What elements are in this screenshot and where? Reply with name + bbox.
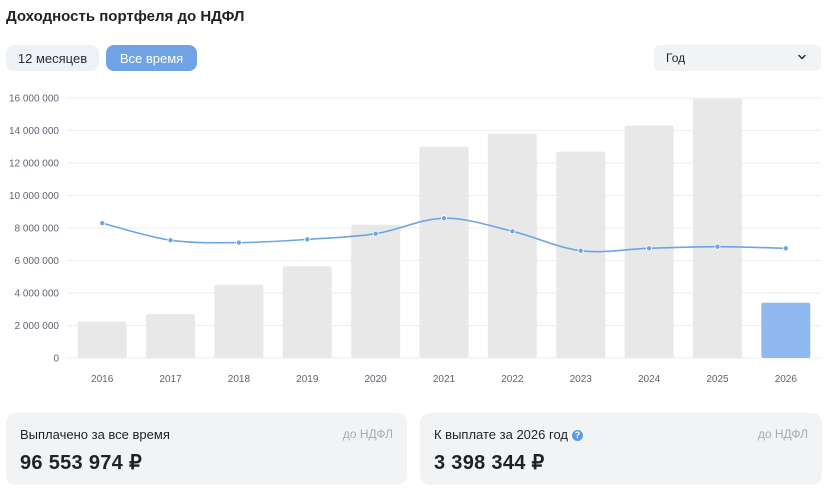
bar	[419, 146, 469, 358]
y-tick-label: 2 000 000	[15, 321, 60, 332]
bar	[351, 224, 401, 358]
upcoming-payout-label: К выплате за 2026 год	[434, 427, 568, 442]
y-tick-label: 10 000 000	[9, 191, 59, 202]
bar	[146, 314, 196, 358]
y-tick-label: 14 000 000	[9, 126, 59, 137]
x-tick-label: 2024	[638, 374, 661, 385]
x-tick-label: 2022	[501, 374, 524, 385]
bar	[692, 98, 742, 358]
x-tick-label: 2025	[706, 374, 729, 385]
bar	[487, 133, 537, 358]
bar	[761, 302, 811, 358]
page-title: Доходность портфеля до НДФЛ	[6, 8, 245, 25]
line-point	[646, 245, 653, 252]
bar	[214, 284, 264, 358]
upcoming-payout-value: 3 398 344 ₽	[434, 452, 545, 474]
y-tick-label: 6 000 000	[15, 256, 60, 267]
x-tick-label: 2018	[228, 374, 251, 385]
x-tick-label: 2026	[775, 374, 798, 385]
line-point	[577, 247, 584, 254]
x-tick-label: 2021	[433, 374, 456, 385]
yield-chart: 0 2 000 000 4 000 000 6 000 000 8 000 000 10 …	[9, 94, 820, 385]
y-tick-label: 0	[53, 354, 59, 365]
tab-all-time[interactable]: Все время	[106, 45, 197, 71]
line-point	[372, 230, 379, 237]
line-point	[782, 245, 789, 252]
x-tick-label: 2020	[365, 374, 388, 385]
upcoming-payout-card: К выплате за 2026 год? до НДФЛ 3 398 344…	[420, 413, 822, 485]
x-tick-label: 2019	[296, 374, 319, 385]
paid-total-note: до НДФЛ	[342, 427, 393, 441]
y-tick-label: 16 000 000	[9, 94, 59, 105]
upcoming-payout-note: до НДФЛ	[757, 427, 808, 441]
bar	[556, 151, 606, 358]
line-point	[99, 220, 106, 227]
line-point	[440, 215, 447, 222]
x-tick-label: 2016	[91, 374, 114, 385]
x-tick-label: 2023	[570, 374, 593, 385]
paid-total-value: 96 553 974 ₽	[20, 452, 142, 474]
y-tick-label: 4 000 000	[15, 289, 60, 300]
group-by-select[interactable]: Год	[654, 45, 821, 71]
y-tick-label: 8 000 000	[15, 224, 60, 235]
upcoming-payout-label-wrap: К выплате за 2026 год?	[434, 427, 583, 442]
y-tick-label: 12 000 000	[9, 159, 59, 170]
line-point	[714, 243, 721, 250]
help-icon[interactable]: ?	[571, 430, 583, 441]
bar	[624, 125, 674, 358]
line-point	[304, 236, 311, 243]
group-by-value: Год	[666, 51, 686, 65]
chevron-down-icon	[798, 54, 806, 60]
line-point	[235, 239, 242, 246]
bar	[77, 321, 127, 358]
tab-12-months[interactable]: 12 месяцев	[6, 45, 99, 71]
paid-total-label: Выплачено за все время	[20, 427, 170, 442]
paid-total-card: Выплачено за все время до НДФЛ 96 553 97…	[6, 413, 407, 485]
line-point	[167, 237, 174, 244]
line-point	[509, 228, 516, 235]
bar	[282, 266, 332, 358]
x-tick-label: 2017	[159, 374, 182, 385]
